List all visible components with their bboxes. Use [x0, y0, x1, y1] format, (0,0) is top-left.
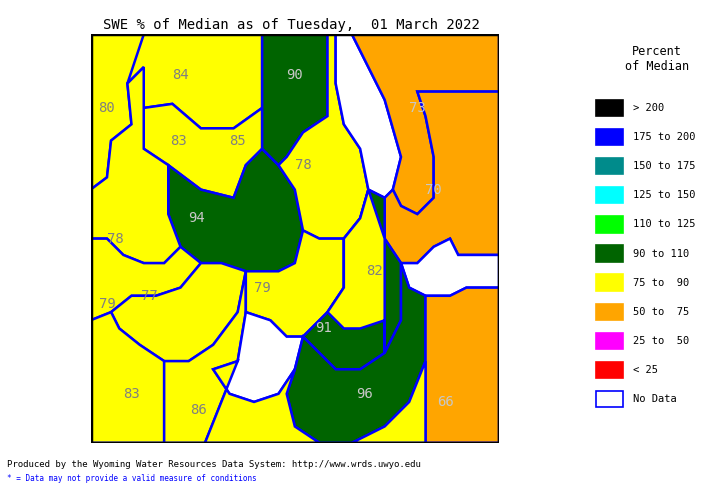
Polygon shape: [303, 189, 401, 369]
Text: 90: 90: [286, 68, 304, 82]
Text: 82: 82: [366, 264, 383, 278]
Text: No Data: No Data: [633, 394, 676, 404]
Text: 110 to 125: 110 to 125: [633, 219, 695, 229]
Text: 80: 80: [98, 101, 115, 115]
Text: 70: 70: [425, 183, 442, 197]
Polygon shape: [262, 34, 328, 165]
Text: 85: 85: [229, 134, 246, 148]
Text: 79: 79: [254, 280, 271, 295]
Polygon shape: [352, 361, 425, 443]
Text: Produced by the Wyoming Water Resources Data System: http://www.wrds.uwyo.edu: Produced by the Wyoming Water Resources …: [7, 461, 422, 469]
FancyBboxPatch shape: [596, 246, 623, 262]
FancyBboxPatch shape: [596, 275, 623, 291]
Text: 73: 73: [409, 101, 426, 115]
FancyBboxPatch shape: [596, 187, 623, 204]
Polygon shape: [401, 239, 499, 296]
Text: 78: 78: [107, 232, 124, 246]
Text: 83: 83: [170, 134, 187, 148]
Text: 90 to 110: 90 to 110: [633, 248, 689, 258]
FancyBboxPatch shape: [596, 216, 623, 233]
Polygon shape: [384, 92, 499, 263]
Polygon shape: [287, 263, 425, 443]
FancyBboxPatch shape: [596, 391, 623, 407]
Text: 86: 86: [191, 403, 207, 417]
Polygon shape: [279, 34, 368, 239]
Text: SWE % of Median as of Tuesday,  01 March 2022: SWE % of Median as of Tuesday, 01 March …: [103, 18, 480, 31]
Polygon shape: [111, 263, 246, 361]
FancyBboxPatch shape: [596, 100, 623, 116]
Text: 83: 83: [123, 387, 140, 401]
Text: > 200: > 200: [633, 103, 664, 113]
Text: 94: 94: [189, 211, 205, 225]
Text: 75 to  90: 75 to 90: [633, 277, 689, 288]
Polygon shape: [165, 271, 246, 443]
Polygon shape: [336, 34, 401, 198]
Text: 25 to  50: 25 to 50: [633, 336, 689, 346]
Text: 79: 79: [98, 297, 115, 311]
Text: 66: 66: [438, 395, 454, 409]
Text: 91: 91: [315, 321, 332, 336]
Polygon shape: [143, 104, 262, 198]
Polygon shape: [91, 34, 143, 189]
Polygon shape: [213, 312, 303, 402]
Text: 175 to 200: 175 to 200: [633, 132, 695, 142]
Polygon shape: [262, 34, 328, 165]
FancyBboxPatch shape: [596, 362, 623, 378]
Polygon shape: [91, 67, 181, 263]
FancyBboxPatch shape: [596, 333, 623, 349]
Text: 84: 84: [172, 68, 189, 82]
FancyBboxPatch shape: [596, 304, 623, 320]
Polygon shape: [91, 312, 165, 443]
Text: 78: 78: [295, 158, 312, 172]
Polygon shape: [91, 34, 143, 189]
Text: 77: 77: [141, 289, 158, 303]
Polygon shape: [127, 34, 262, 128]
Text: 150 to 175: 150 to 175: [633, 161, 695, 171]
Polygon shape: [91, 239, 201, 320]
Polygon shape: [205, 361, 320, 443]
Text: 125 to 150: 125 to 150: [633, 190, 695, 200]
Text: 96: 96: [356, 387, 373, 401]
Text: Percent
of Median: Percent of Median: [625, 45, 689, 73]
Polygon shape: [425, 288, 499, 443]
Polygon shape: [352, 34, 499, 214]
Text: < 25: < 25: [633, 365, 658, 375]
FancyBboxPatch shape: [596, 129, 623, 145]
Polygon shape: [91, 34, 499, 443]
FancyBboxPatch shape: [596, 158, 623, 174]
Polygon shape: [168, 149, 303, 271]
Polygon shape: [328, 189, 384, 353]
Text: * = Data may not provide a valid measure of conditions: * = Data may not provide a valid measure…: [7, 474, 257, 483]
Polygon shape: [246, 230, 344, 337]
Text: 50 to  75: 50 to 75: [633, 307, 689, 317]
